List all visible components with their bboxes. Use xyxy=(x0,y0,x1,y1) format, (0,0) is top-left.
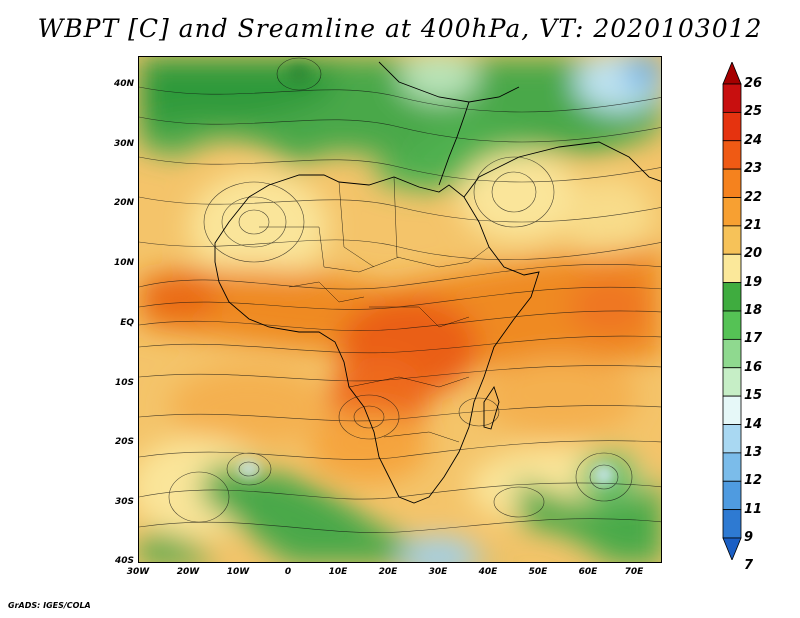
lat-label: 40S xyxy=(114,556,134,566)
colorbar-label: 15 xyxy=(744,388,763,404)
colorbar-cell xyxy=(722,310,742,340)
coastline xyxy=(214,61,661,504)
wbpt-field xyxy=(139,57,661,562)
colorbar-label: 12 xyxy=(744,473,763,489)
country-borders xyxy=(259,176,490,443)
colorbar-cell xyxy=(722,480,742,511)
lat-label: 20S xyxy=(114,437,134,447)
lon-label: 40E xyxy=(478,567,498,577)
lon-label: 20E xyxy=(378,567,398,577)
colorbar-label: 13 xyxy=(744,444,763,460)
colorbar-label: 11 xyxy=(744,501,763,517)
colorbar-cell xyxy=(722,367,742,397)
colorbar-label: 7 xyxy=(744,558,754,574)
colorbar-cell xyxy=(722,509,742,539)
lon-label: 20W xyxy=(176,567,200,577)
colorbar-label: 19 xyxy=(744,274,763,290)
lon-label: 10E xyxy=(328,567,348,577)
lon-label: 50E xyxy=(528,567,548,577)
colorbar-cell xyxy=(722,168,742,198)
colorbar-label: 22 xyxy=(744,189,763,205)
lon-label: 10W xyxy=(226,567,250,577)
colorbar-cell xyxy=(722,537,742,560)
colorbar-cell xyxy=(722,282,742,312)
lat-label: 40N xyxy=(113,79,134,89)
map-plot-area xyxy=(138,56,662,563)
credit-text: GrADS: IGES/COLA xyxy=(8,601,91,610)
colorbar-cell xyxy=(722,424,742,454)
colorbar-label: 18 xyxy=(744,303,763,318)
colorbar-cell xyxy=(722,395,742,425)
colorbar-label: 26 xyxy=(744,76,763,91)
colorbar-cell xyxy=(722,62,742,85)
lon-label: 0 xyxy=(284,567,292,577)
colorbar-cell xyxy=(722,253,742,284)
lat-label: 10N xyxy=(113,258,134,268)
lat-label: EQ xyxy=(120,318,134,328)
colorbar-label: 20 xyxy=(744,246,763,262)
lon-label: 60E xyxy=(578,567,598,577)
lat-label: 20N xyxy=(113,198,134,208)
lon-label: 70E xyxy=(624,567,644,577)
lon-label: 30W xyxy=(126,567,150,577)
colorbar-cell xyxy=(722,83,742,113)
colorbar-label: 17 xyxy=(744,331,763,347)
colorbar-cell xyxy=(722,338,742,369)
colorbar-cell xyxy=(722,197,742,227)
lat-label: 30S xyxy=(114,497,134,507)
colorbar xyxy=(722,62,742,560)
colorbar-label: 24 xyxy=(744,132,763,148)
colorbar-label: 14 xyxy=(744,416,763,432)
colorbar-label: 9 xyxy=(744,530,754,545)
colorbar-label: 23 xyxy=(744,161,763,177)
colorbar-label: 25 xyxy=(744,104,763,120)
lat-label: 30N xyxy=(113,139,134,149)
lon-label: 30E xyxy=(428,567,448,577)
colorbar-cell xyxy=(722,452,742,482)
colorbar-label: 16 xyxy=(744,359,763,375)
colorbar-cell xyxy=(722,111,742,142)
colorbar-cell xyxy=(722,225,742,255)
map-title: WBPT [C] and Sreamline at 400hPa, VT: 20… xyxy=(37,14,763,43)
lat-label: 10S xyxy=(114,378,134,388)
colorbar-cell xyxy=(722,140,742,170)
colorbar-label: 21 xyxy=(744,217,763,233)
